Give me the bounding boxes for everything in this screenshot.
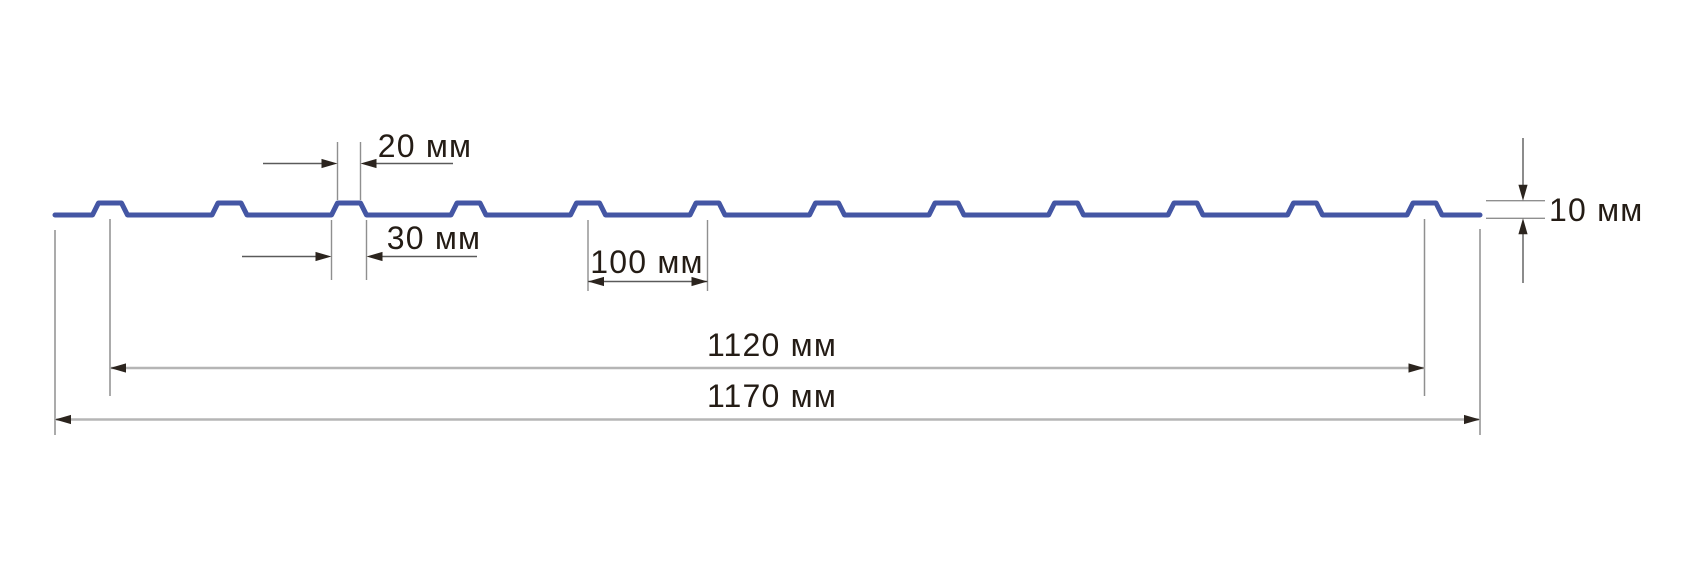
dim-overall-width [54, 229, 1481, 435]
dimension-arrowhead [321, 158, 338, 169]
dim-profile-height [1486, 138, 1545, 283]
dimension-arrowhead [588, 276, 604, 287]
dimension-arrowhead [55, 414, 71, 425]
dim-label-overall-width: 1170 мм [707, 378, 837, 414]
dim-working-width [109, 219, 1426, 396]
dim-label-rib-pitch: 100 мм [590, 244, 703, 280]
dim-rib-base-width [242, 220, 477, 280]
dim-label-profile-height: 10 мм [1549, 192, 1643, 228]
dim-label-working-width: 1120 мм [707, 327, 837, 363]
dimension-arrowhead [360, 158, 377, 169]
dimension-arrowhead [1464, 414, 1480, 425]
dimension-arrowhead [366, 251, 383, 262]
dimension-arrowhead [1518, 184, 1528, 201]
dim-label-rib-base-width: 30 мм [387, 220, 481, 256]
sheet-profile-line [52, 200, 1483, 218]
dimension-arrowhead [110, 363, 126, 373]
dimension-arrowhead [691, 276, 708, 287]
dim-label-rib-top-width: 20 мм [378, 128, 472, 164]
dimension-arrowhead [1518, 218, 1528, 235]
dim-rib-pitch [587, 220, 709, 291]
dim-rib-top-width [263, 142, 453, 200]
dimension-arrowhead [315, 251, 332, 262]
dimension-arrowhead [1408, 363, 1425, 373]
